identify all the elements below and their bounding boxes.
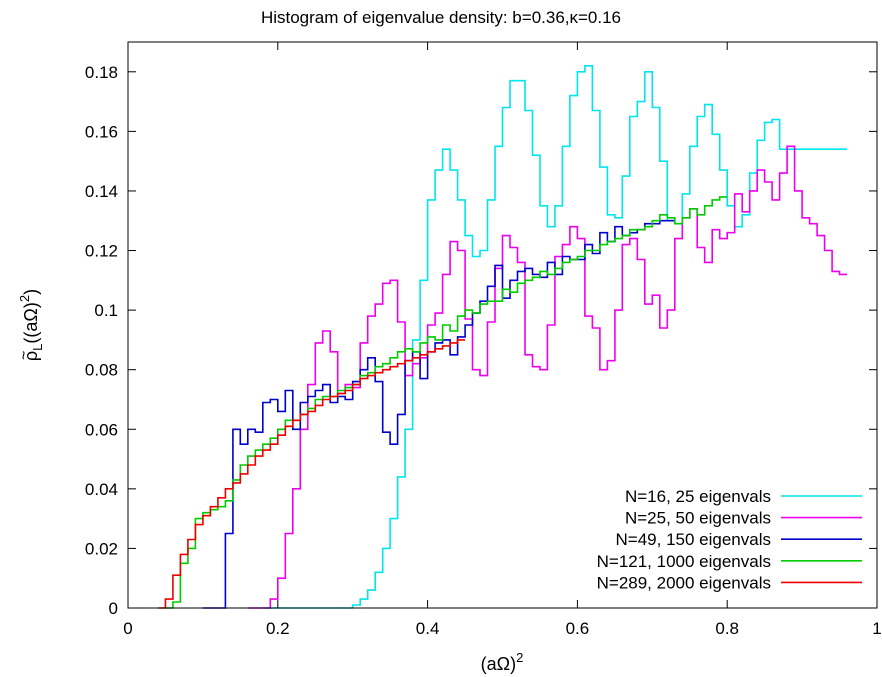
series-line-5 xyxy=(158,339,466,609)
ylabel-tilde: ~ xyxy=(16,351,33,360)
series-line-3 xyxy=(202,219,675,609)
ylabel-close: ) xyxy=(21,289,41,295)
legend-label-3: N=49, 150 eigenvals xyxy=(616,530,771,549)
y-tick-label: 0 xyxy=(109,599,118,618)
xlabel-superscript: 2 xyxy=(516,650,523,665)
x-tick-label: 1 xyxy=(872,619,881,638)
y-tick-label: 0.06 xyxy=(85,420,118,439)
legend-label-4: N=121, 1000 eigenvals xyxy=(597,552,771,571)
ylabel-subscript: L xyxy=(30,344,45,351)
svg-text:ρL((aΩ)2): ρL((aΩ)2) xyxy=(17,289,45,361)
x-tick-label: 0 xyxy=(123,619,132,638)
legend-label-5: N=289, 2000 eigenvals xyxy=(597,573,771,592)
legend-label-1: N=16, 25 eigenvals xyxy=(625,487,771,506)
legend-label-2: N=25, 50 eigenvals xyxy=(625,509,771,528)
y-tick-label: 0.12 xyxy=(85,242,118,261)
plot-frame xyxy=(127,41,878,609)
x-tick-label: 0.4 xyxy=(416,619,440,638)
y-tick-label: 0.18 xyxy=(85,63,118,82)
svg-text:(aΩ)2: (aΩ)2 xyxy=(481,650,524,674)
series-line-1 xyxy=(262,65,847,609)
y-tick-label: 0.08 xyxy=(85,361,118,380)
y-tick-label: 0.04 xyxy=(85,480,118,499)
series-line-2 xyxy=(247,145,847,609)
y-axis-ticks: 0 0.02 0.04 0.06 0.08 0.1 0.12 0.14 0.16 0.18 xyxy=(85,63,877,618)
chart-title: Histogram of eigenvalue density: b=0.36,… xyxy=(260,8,622,27)
legend: N=16, 25 eigenvals N=25, 50 eigenvals N=49… xyxy=(597,487,862,592)
series-line-4 xyxy=(165,196,728,609)
xlabel-base: (aΩ) xyxy=(481,654,516,674)
series-layer xyxy=(158,65,847,609)
y-tick-label: 0.16 xyxy=(85,122,118,141)
y-tick-label: 0.1 xyxy=(94,301,118,320)
x-tick-label: 0.2 xyxy=(266,619,290,638)
x-tick-label: 0.6 xyxy=(566,619,590,638)
y-tick-label: 0.14 xyxy=(85,182,118,201)
ylabel-rho: ρ xyxy=(21,351,41,361)
x-tick-label: 0.8 xyxy=(715,619,739,638)
y-axis-label: ρL((aΩ)2) ~ xyxy=(16,289,45,361)
y-tick-label: 0.02 xyxy=(85,539,118,558)
x-axis-ticks: 0 0.2 0.4 0.6 0.8 1 xyxy=(123,42,882,638)
ylabel-argument: ((aΩ) xyxy=(21,302,41,343)
ylabel-superscript: 2 xyxy=(17,295,32,302)
x-axis-label: (aΩ)2 xyxy=(481,650,524,674)
